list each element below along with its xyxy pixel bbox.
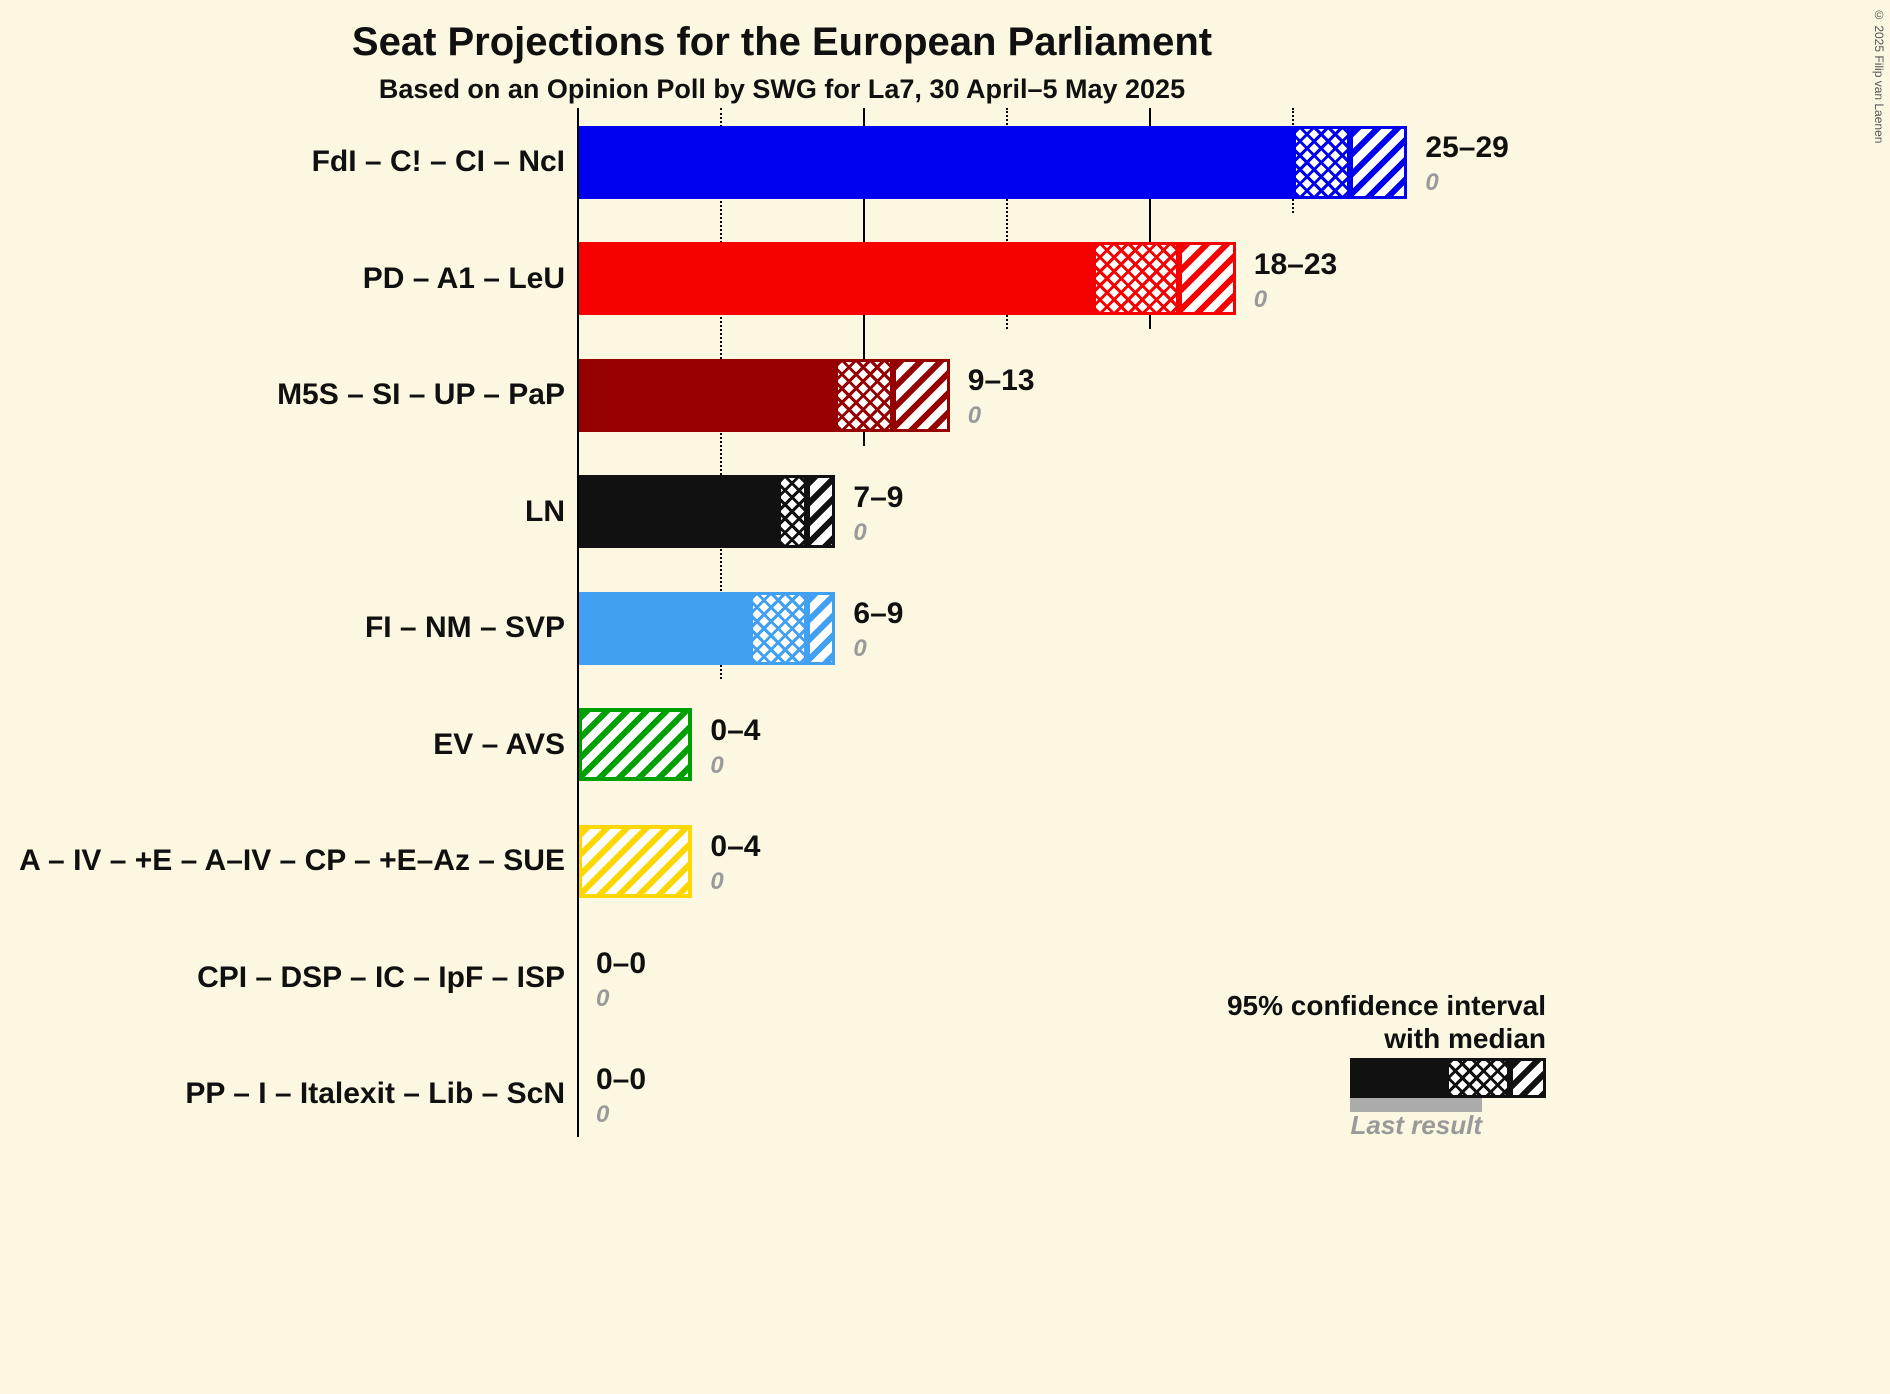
bar-solid-segment xyxy=(578,591,750,665)
value-range-label: 0–4 xyxy=(710,830,761,863)
bar-crosshatch-segment xyxy=(1092,242,1179,315)
legend-subtitle: with median xyxy=(1384,1023,1546,1054)
legend-title: 95% confidence interval xyxy=(1226,990,1546,1021)
grid-line-15 xyxy=(1006,108,1008,329)
party-label: CPI – DSP – IC – IpF – ISP xyxy=(197,960,565,994)
value-range-label: 0–0 xyxy=(596,1063,647,1096)
bar-crosshatch-segment xyxy=(1293,125,1351,199)
value-range-label: 6–9 xyxy=(853,597,904,630)
bar-diagonal-segment xyxy=(578,708,693,781)
bar-diagonal-segment xyxy=(806,591,836,665)
legend-last-result-label: Last result xyxy=(1350,1110,1483,1140)
bar-diagonal-segment xyxy=(1350,125,1408,199)
party-label: FI – NM – SVP xyxy=(364,611,565,644)
value-range-label: 18–23 xyxy=(1253,247,1338,281)
bar-solid-segment xyxy=(578,242,1093,315)
last-result-value-label: 0 xyxy=(710,868,724,895)
legend-crosshatch-segment xyxy=(1446,1058,1510,1098)
bar-crosshatch-segment xyxy=(778,475,807,548)
party-label: PP – I – Italexit – Lib – ScN xyxy=(185,1077,565,1110)
value-range-label: 9–13 xyxy=(967,364,1035,397)
legend-last-result-bar xyxy=(1350,1098,1482,1112)
chart-subtitle: Based on an Opinion Poll by SWG for La7,… xyxy=(378,74,1186,104)
bar-solid-segment xyxy=(578,475,779,548)
party-label: PD – A1 – LeU xyxy=(362,261,565,295)
copyright-notice: © 2025 Filip van Laenen xyxy=(1872,8,1886,144)
last-result-value-label: 0 xyxy=(596,984,610,1012)
value-range-label: 0–0 xyxy=(596,946,647,980)
y-axis-line xyxy=(577,108,579,1137)
bar-crosshatch-segment xyxy=(749,591,807,665)
party-label: A – IV – +E – A–IV – CP – +E–Az – SUE xyxy=(19,844,565,877)
last-result-value-label: 0 xyxy=(1425,169,1439,196)
bar-solid-segment xyxy=(578,125,1293,199)
legend-solid-segment xyxy=(1350,1058,1446,1098)
last-result-value-label: 0 xyxy=(853,635,867,662)
party-label: EV – AVS xyxy=(433,727,565,761)
value-range-label: 0–4 xyxy=(710,713,761,747)
party-label: FdI – C! – CI – NcI xyxy=(311,145,565,178)
party-label: M5S – SI – UP – PaP xyxy=(277,378,565,411)
last-result-value-label: 0 xyxy=(596,1101,610,1128)
last-result-value-label: 0 xyxy=(710,751,724,779)
bar-diagonal-segment xyxy=(578,824,693,898)
bar-diagonal-segment xyxy=(1178,242,1236,315)
last-result-value-label: 0 xyxy=(967,402,982,429)
chart-title: Seat Projections for the European Parlia… xyxy=(351,20,1213,64)
value-range-label: 25–29 xyxy=(1425,131,1509,164)
party-label: LN xyxy=(525,494,565,528)
bar-solid-segment xyxy=(578,358,836,432)
last-result-value-label: 0 xyxy=(853,518,867,546)
legend-sample-bar xyxy=(1350,1058,1546,1098)
bar-diagonal-segment xyxy=(806,475,836,548)
last-result-value-label: 0 xyxy=(1253,285,1268,313)
bar-diagonal-segment xyxy=(892,358,950,432)
legend-diagonal-segment xyxy=(1510,1058,1546,1098)
grid-line-20 xyxy=(1149,108,1151,329)
bar-crosshatch-segment xyxy=(835,358,893,432)
value-range-label: 7–9 xyxy=(853,480,904,514)
